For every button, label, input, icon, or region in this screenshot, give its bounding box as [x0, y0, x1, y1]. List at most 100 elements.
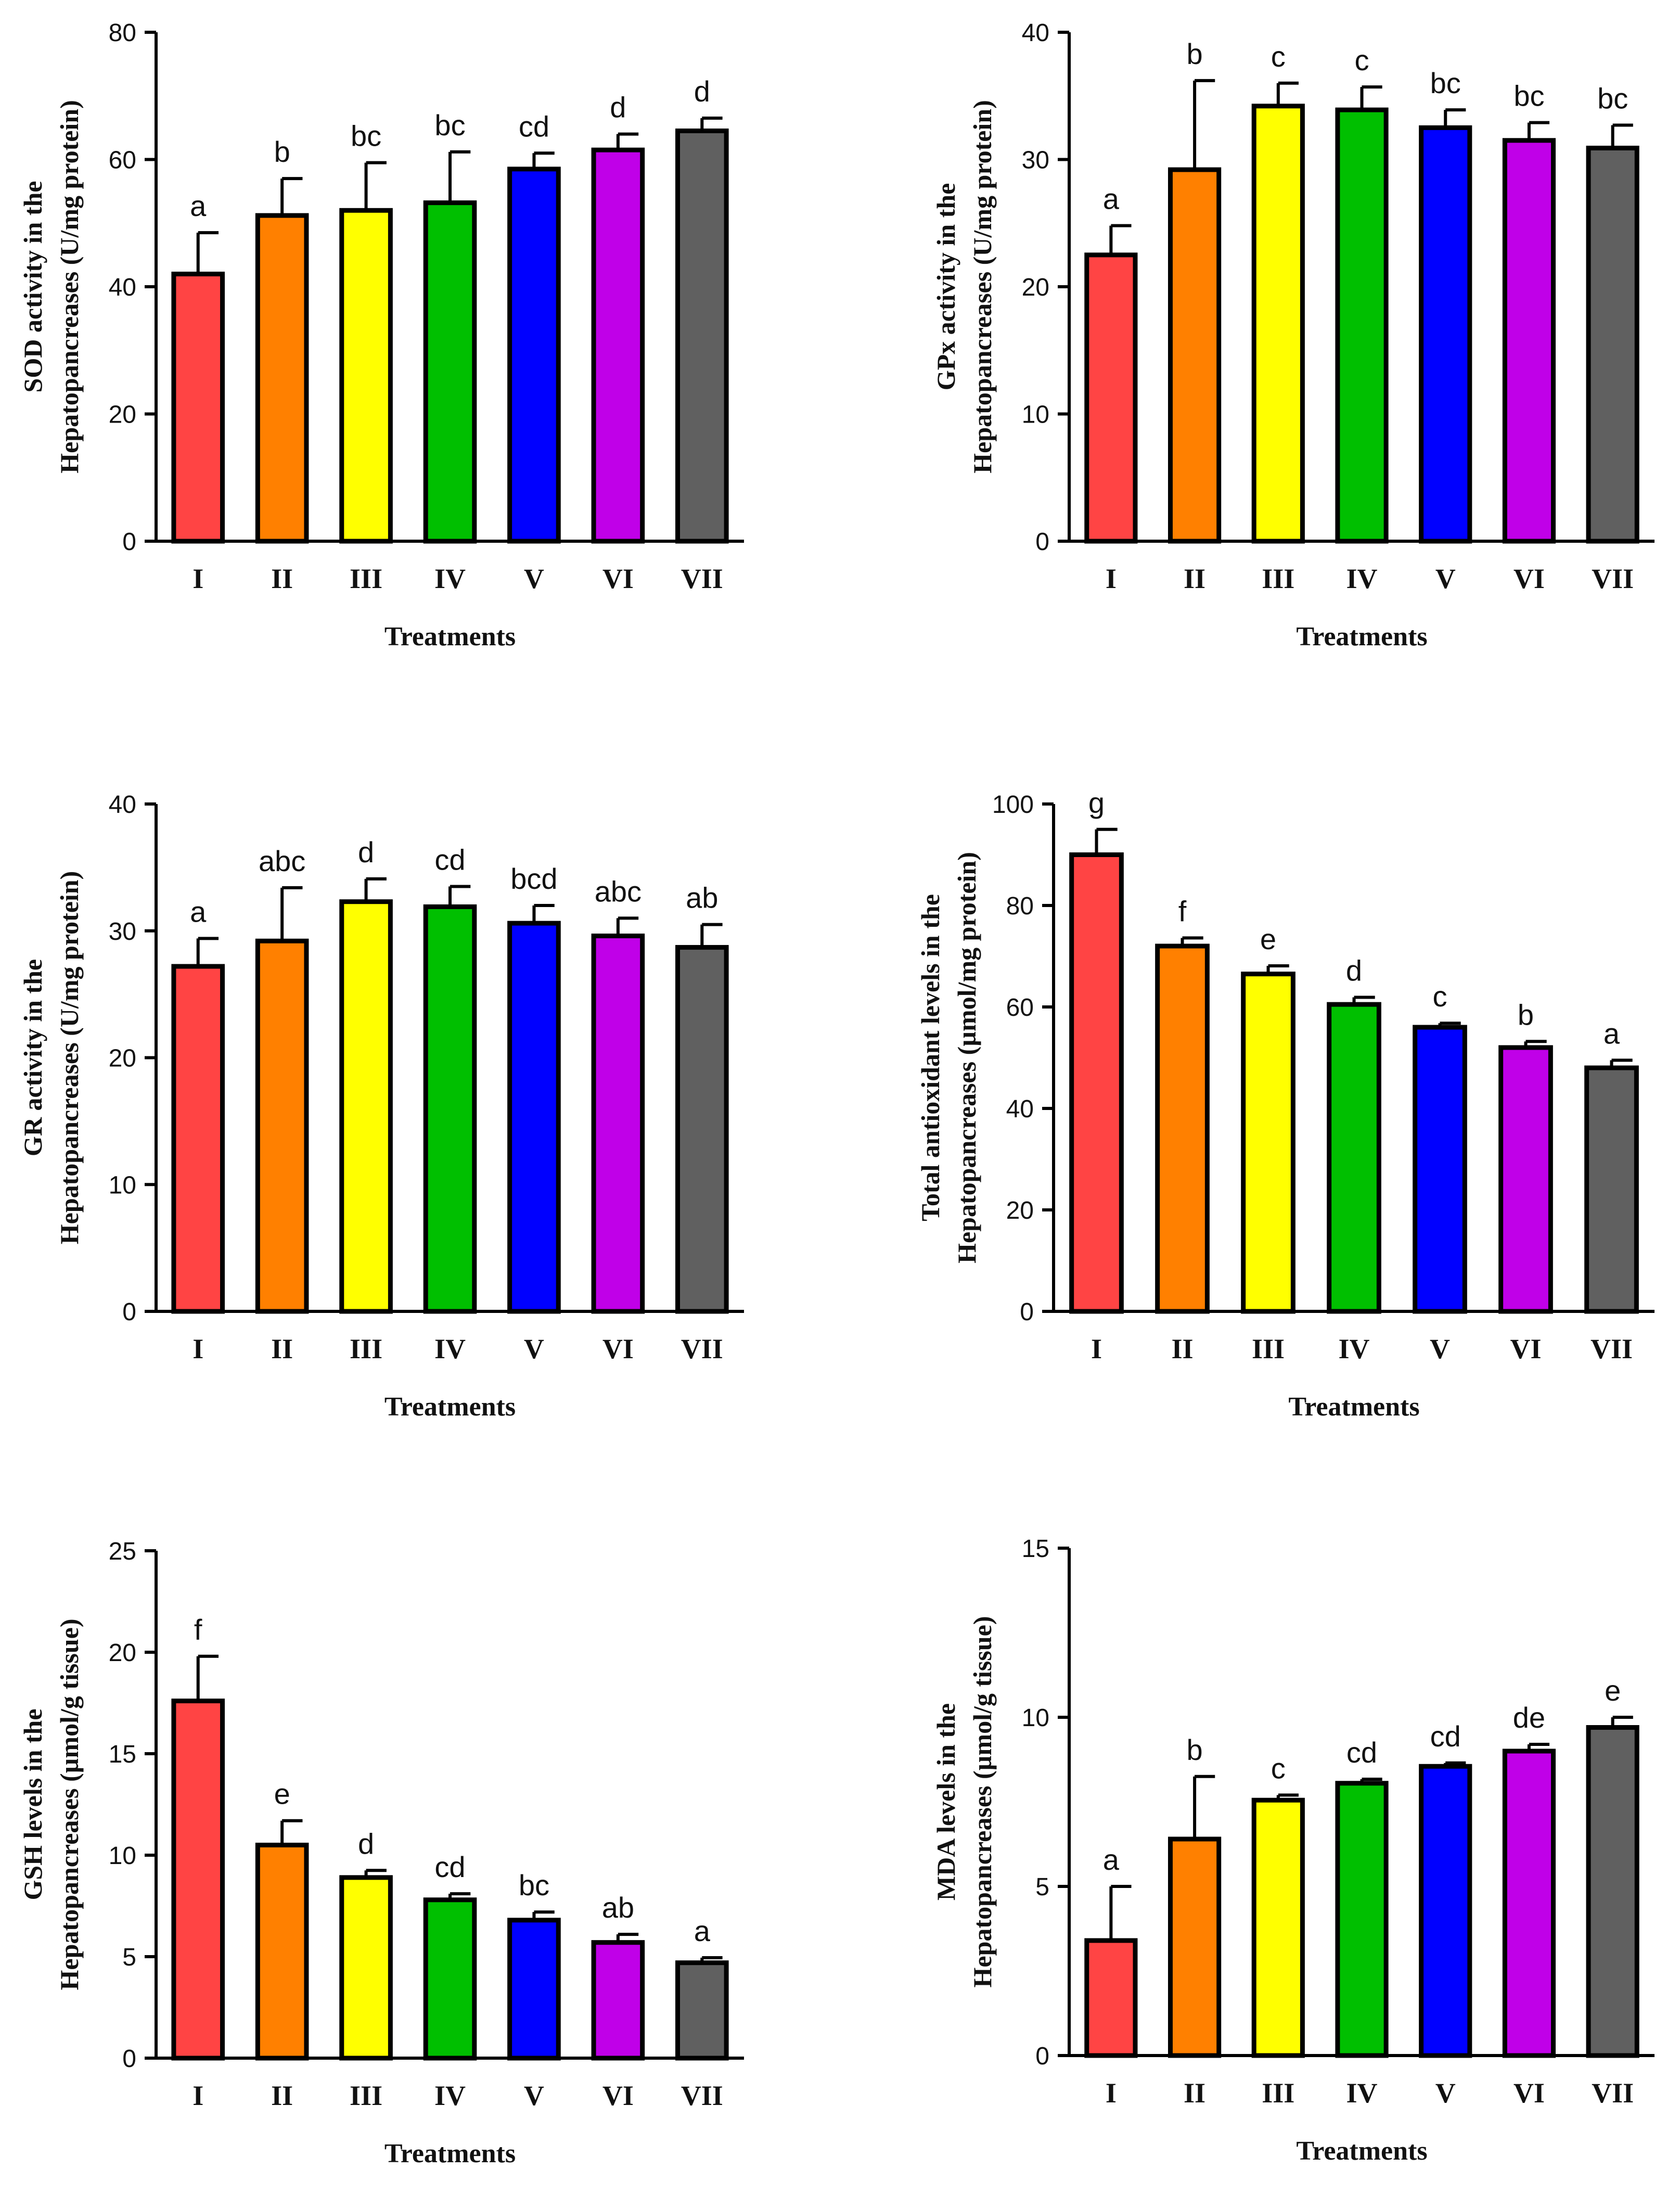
- panel4-bar-VII: [1584, 1065, 1639, 1314]
- panel4-y-tick-label-60: 60: [1006, 994, 1034, 1022]
- panel2-letter-VII: bc: [1597, 82, 1628, 114]
- panel5-letter-II: e: [274, 1778, 290, 1810]
- panel5-category-label-I: I: [193, 2080, 203, 2111]
- panel3-letter-V: bcd: [510, 862, 557, 895]
- panel6-bar-I: [1084, 1938, 1138, 2058]
- panel6-letter-III: c: [1271, 1752, 1286, 1785]
- panel6-category-label-V: V: [1435, 2077, 1456, 2109]
- panel6-bar-V: [1419, 1764, 1472, 2058]
- panel3-y-tick-label-30: 30: [109, 918, 136, 946]
- panel2-x-axis-title: Treatments: [1296, 622, 1427, 652]
- panel4-y-axis-label-line1: Total antioxidant levels in the: [916, 894, 945, 1221]
- panel3-bar-III: [339, 899, 393, 1314]
- panel1-letter-VI: d: [610, 91, 626, 124]
- panel3-bar-VII: [675, 945, 729, 1314]
- panel5-bar-VII: [675, 1960, 729, 2061]
- panel3-letter-I: a: [190, 895, 207, 928]
- panel1-bar-II: [255, 213, 309, 544]
- panel3-category-label-II: II: [271, 1333, 293, 1364]
- panel1-bar-I: [171, 272, 225, 544]
- panel2-letter-III: c: [1271, 40, 1286, 73]
- panel4-bar-V: [1413, 1025, 1467, 1314]
- panel1-category-label-IV: IV: [434, 563, 466, 594]
- panel1-letter-V: cd: [519, 110, 549, 143]
- panel2: a Ib II c III c IV bc Vbc VI bc VII 0 10 20 30 40 GPx act…: [931, 19, 1655, 652]
- panel5-bar-IV: [423, 1897, 477, 2061]
- panel2-bar-VI: [1502, 138, 1556, 544]
- panel6-letter-IV: cd: [1346, 1736, 1377, 1769]
- panel1-letter-I: a: [190, 189, 207, 222]
- panel4-y-tick-label-0: 0: [1020, 1298, 1034, 1326]
- panel5-y-tick-label-10: 10: [109, 1842, 136, 1870]
- panel5-letter-IV: cd: [434, 1851, 465, 1883]
- panel3-y-tick-label-40: 40: [109, 791, 136, 819]
- panel6-bar-II: [1168, 1836, 1222, 2058]
- panel4-y-tick-label-100: 100: [992, 791, 1034, 819]
- panel2-category-label-I: I: [1106, 563, 1117, 594]
- panel5-bar-V: [507, 1918, 561, 2061]
- panel5-y-axis-label-line1: GSH levels in the: [18, 1708, 47, 1900]
- panel5-y-axis-label-line2: Hepatopancreases (µmol/g tissue): [55, 1619, 84, 1990]
- panel2-y-tick-label-40: 40: [1022, 19, 1049, 47]
- panel3-bar-VI: [591, 934, 645, 1314]
- panel3-bar-I: [171, 964, 225, 1314]
- panel4-bar-III: [1241, 972, 1296, 1314]
- panel6-category-label-VI: VI: [1514, 2077, 1545, 2109]
- panel1-category-label-III: III: [350, 563, 382, 594]
- panel1-category-label-V: V: [524, 563, 544, 594]
- panel1-y-tick-label-0: 0: [122, 528, 136, 556]
- panel3-letter-III: d: [358, 836, 374, 869]
- panel4-bar-II: [1155, 943, 1210, 1314]
- panel3-bar-IV: [423, 904, 477, 1314]
- panel1-category-label-II: II: [271, 563, 293, 594]
- panel2-y-tick-label-20: 20: [1022, 274, 1049, 301]
- panel2-letter-VI: bc: [1514, 80, 1544, 112]
- panel6-letter-I: a: [1103, 1843, 1120, 1876]
- panel6-category-label-VII: VII: [1592, 2077, 1634, 2109]
- panel4-letter-VI: b: [1518, 998, 1534, 1031]
- panel4: g If II e III d IV c Vb VI a VII 0 20 40 60 80 100 Total a…: [916, 786, 1655, 1422]
- panel2-bar-III: [1251, 104, 1305, 544]
- panel5-y-tick-label-25: 25: [109, 1538, 136, 1565]
- panel5-bar-II: [255, 1843, 309, 2061]
- panel2-category-label-II: II: [1184, 563, 1206, 594]
- panel5-y-tick-label-20: 20: [109, 1639, 136, 1667]
- panel5-bar-I: [171, 1699, 225, 2061]
- panel5-category-label-III: III: [350, 2080, 382, 2111]
- panel6-letter-VI: de: [1513, 1701, 1545, 1734]
- panel4-category-label-VII: VII: [1591, 1333, 1633, 1364]
- panel2-bar-II: [1168, 167, 1222, 544]
- panel4-category-label-IV: IV: [1338, 1333, 1369, 1364]
- panel3-category-label-VII: VII: [681, 1333, 723, 1364]
- panel4-letter-V: c: [1433, 980, 1447, 1013]
- panel3-y-axis-label-line2: Hepatopancreases (U/mg protein): [55, 871, 84, 1245]
- panel1-letter-II: b: [274, 135, 290, 168]
- panel4-category-label-VI: VI: [1510, 1333, 1541, 1364]
- panel3-category-label-IV: IV: [434, 1333, 466, 1364]
- panel6-bar-VII: [1586, 1725, 1639, 2058]
- panel2-letter-I: a: [1103, 183, 1120, 215]
- panel4-category-label-III: III: [1252, 1333, 1285, 1364]
- panel5-letter-I: f: [194, 1613, 202, 1646]
- panel6-category-label-I: I: [1106, 2077, 1117, 2109]
- panel2-category-label-V: V: [1435, 563, 1456, 594]
- panel5-y-tick-label-5: 5: [122, 1944, 136, 1971]
- panel2-bar-VII: [1586, 145, 1639, 544]
- panel3-x-axis-title: Treatments: [384, 1392, 516, 1422]
- panel5-bar-VI: [591, 1940, 645, 2061]
- panel2-category-label-VII: VII: [1592, 563, 1634, 594]
- panel6-y-tick-label-5: 5: [1035, 1873, 1049, 1901]
- panel6-category-label-III: III: [1262, 2077, 1294, 2109]
- panel3-bar-II: [255, 938, 309, 1314]
- panel3-category-label-V: V: [524, 1333, 544, 1364]
- panel1-letter-IV: bc: [434, 109, 465, 142]
- panel2-y-tick-label-10: 10: [1022, 401, 1049, 429]
- panel1-category-label-VI: VI: [602, 563, 634, 594]
- panel3-letter-VI: abc: [595, 875, 642, 908]
- panel2-y-tick-label-0: 0: [1035, 528, 1049, 556]
- panel6: a Ib II c III cd IV cd Vde VI e VII 0 5 10 15 MDA levels…: [931, 1535, 1655, 2166]
- panel6-bar-IV: [1335, 1781, 1389, 2058]
- panel2-letter-II: b: [1186, 37, 1202, 70]
- panel1-bar-IV: [423, 200, 477, 544]
- panel6-bar-III: [1251, 1797, 1305, 2058]
